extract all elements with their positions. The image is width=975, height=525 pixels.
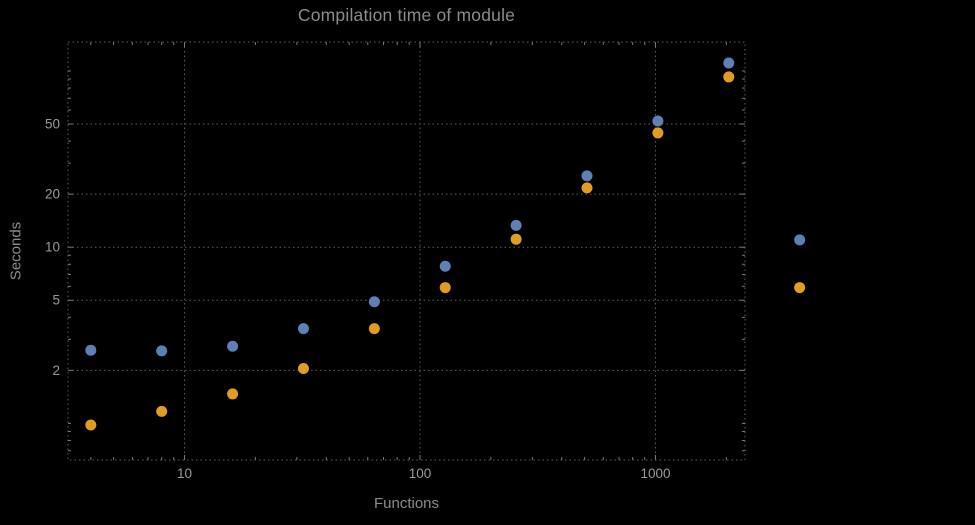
x-tick-label: 100 — [409, 466, 432, 481]
data-point-series-2-orange — [368, 323, 380, 335]
plot-frame — [67, 41, 746, 461]
chart-title: Compilation time of module — [297, 5, 516, 25]
data-point-series-1-blue — [510, 219, 522, 231]
y-tick-label: 20 — [45, 187, 60, 202]
y-tick-label: 50 — [45, 117, 60, 132]
data-point-series-1-blue — [652, 115, 664, 127]
data-point-series-2-orange — [439, 282, 451, 294]
x-axis-label: Functions — [373, 495, 440, 512]
data-point-series-2-orange — [156, 405, 168, 417]
y-tick-label: 2 — [52, 363, 60, 378]
data-point-series-1-blue — [581, 170, 593, 182]
data-point-series-2-orange — [85, 419, 97, 431]
data-point-series-2-orange — [297, 362, 309, 374]
x-tick-label: 1000 — [640, 466, 670, 481]
data-point-series-1-blue — [85, 344, 97, 356]
data-point-series-1-blue — [156, 345, 168, 357]
data-point-series-1-blue — [723, 57, 735, 69]
data-point-series-1-blue — [794, 234, 806, 246]
data-point-series-2-orange — [794, 282, 806, 294]
data-point-series-2-orange — [510, 233, 522, 245]
data-point-series-1-blue — [297, 323, 309, 335]
data-point-series-1-blue — [227, 340, 239, 352]
data-point-series-2-orange — [652, 127, 664, 139]
data-point-series-1-blue — [368, 296, 380, 308]
y-tick-label: 10 — [45, 240, 60, 255]
data-point-series-1-blue — [439, 260, 451, 272]
y-tick-label: 5 — [52, 293, 60, 308]
x-tick-label: 10 — [177, 466, 192, 481]
data-point-series-2-orange — [227, 388, 239, 400]
data-point-series-2-orange — [723, 71, 735, 83]
data-point-series-2-orange — [581, 182, 593, 194]
